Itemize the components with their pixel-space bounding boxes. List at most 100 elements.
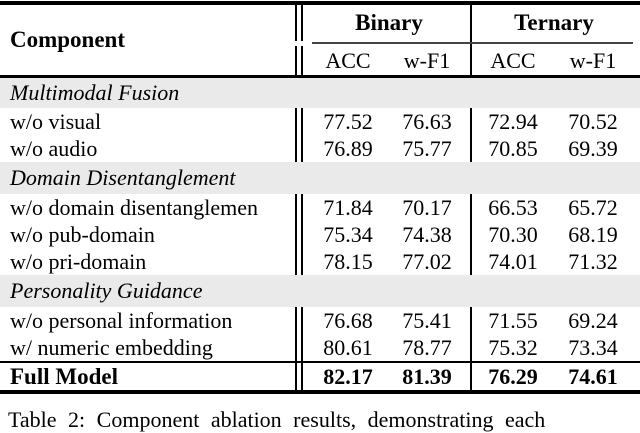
- table-row: w/o pub-domain 75.34 74.38 70.30 68.19: [0, 221, 640, 248]
- section-title: Personality Guidance: [10, 278, 203, 303]
- double-rule-separator: [294, 248, 310, 275]
- cell-binary-acc: 80.61: [323, 334, 373, 360]
- table-header: Component Binary Ternary ACC w-F1 ACC w-…: [0, 5, 640, 75]
- table-row: w/o domain disentanglemen 71.84 70.17 66…: [0, 194, 640, 221]
- double-rule-separator: [294, 221, 310, 248]
- double-rule-separator: [294, 108, 310, 135]
- cell-binary-acc: 75.34: [323, 221, 373, 247]
- double-rule-separator: [294, 46, 310, 75]
- single-vertical-rule: [470, 135, 472, 162]
- cell-binary-acc: 82.17: [323, 363, 373, 389]
- double-rule-separator: [294, 307, 310, 334]
- single-vertical-rule: [470, 194, 472, 221]
- column-header-ternary-wf1: w-F1: [569, 47, 617, 73]
- double-rule-separator: [294, 334, 310, 361]
- section-header-personality-guidance: Personality Guidance: [0, 275, 640, 307]
- column-header-ternary-acc: ACC: [490, 47, 536, 73]
- single-rule-separator: [468, 363, 474, 390]
- single-rule-separator: [468, 221, 474, 248]
- double-vertical-rule: [295, 194, 303, 221]
- cell-ternary-wf1: 65.72: [568, 194, 618, 220]
- cell-ternary-wf1: 74.61: [568, 363, 618, 389]
- footer-top-rule: [0, 361, 640, 363]
- cell-ternary-acc: 66.53: [488, 194, 538, 220]
- cell-ternary-acc: 70.30: [488, 221, 538, 247]
- table-caption: Table 2: Component ablation results, dem…: [8, 407, 546, 432]
- cell-ternary-wf1: 69.24: [568, 307, 618, 333]
- header-cmidrule: [312, 42, 633, 44]
- table-row: w/o personal information 76.68 75.41 71.…: [0, 307, 640, 334]
- cell-ternary-wf1: 70.52: [568, 108, 618, 134]
- single-rule-separator: [468, 334, 474, 361]
- double-vertical-rule: [295, 5, 303, 41]
- row-label: w/o personal information: [10, 307, 233, 333]
- single-vertical-rule: [470, 363, 472, 390]
- row-label: w/ numeric embedding: [10, 334, 213, 360]
- single-vertical-rule: [470, 221, 472, 248]
- single-rule-separator: [468, 5, 474, 75]
- cell-binary-wf1: 70.17: [402, 194, 452, 220]
- section-header-multimodal-fusion: Multimodal Fusion: [0, 78, 640, 108]
- table-bottom-rule: [0, 390, 640, 394]
- single-vertical-rule: [470, 307, 472, 334]
- double-rule-separator: [294, 194, 310, 221]
- double-vertical-rule: [295, 46, 303, 75]
- column-header-binary-wf1: w-F1: [403, 47, 451, 73]
- cell-binary-acc: 77.52: [323, 108, 373, 134]
- row-label: w/o visual: [10, 108, 102, 134]
- column-group-binary: Binary: [355, 10, 423, 35]
- column-group-ternary: Ternary: [514, 10, 594, 35]
- section-title: Multimodal Fusion: [10, 80, 180, 105]
- row-label: w/o audio: [10, 135, 98, 161]
- cell-ternary-acc: 72.94: [488, 108, 538, 134]
- row-label: Full Model: [10, 363, 118, 389]
- single-rule-separator: [468, 108, 474, 135]
- row-label: w/o pri-domain: [10, 248, 147, 274]
- table-top-rule: [0, 1, 640, 5]
- cell-ternary-acc: 75.32: [488, 334, 538, 360]
- table-row: w/o audio 76.89 75.77 70.85 69.39: [0, 135, 640, 162]
- header-bottom-rule: [0, 75, 640, 78]
- section-header-domain-disentanglement: Domain Disentanglement: [0, 162, 640, 194]
- single-rule-separator: [468, 307, 474, 334]
- row-label: w/o pub-domain: [10, 221, 155, 247]
- full-model-row: Full Model 82.17 81.39 76.29 74.61: [0, 363, 640, 390]
- cell-ternary-acc: 71.55: [488, 307, 538, 333]
- cell-binary-wf1: 77.02: [402, 248, 452, 274]
- double-vertical-rule: [295, 334, 303, 361]
- cell-binary-acc: 76.89: [323, 135, 373, 161]
- double-vertical-rule: [295, 221, 303, 248]
- single-rule-separator: [468, 194, 474, 221]
- double-vertical-rule: [295, 363, 303, 390]
- cell-ternary-wf1: 71.32: [568, 248, 618, 274]
- cell-ternary-acc: 76.29: [488, 363, 538, 389]
- double-rule-separator: [294, 5, 310, 41]
- single-vertical-rule: [470, 5, 472, 75]
- cell-ternary-wf1: 68.19: [568, 221, 618, 247]
- section-title: Domain Disentanglement: [10, 165, 236, 190]
- table-row: w/o pri-domain 78.15 77.02 74.01 71.32: [0, 248, 640, 275]
- cell-binary-wf1: 78.77: [402, 334, 452, 360]
- cell-binary-acc: 78.15: [323, 248, 373, 274]
- table-row: w/o visual 77.52 76.63 72.94 70.52: [0, 108, 640, 135]
- single-vertical-rule: [470, 334, 472, 361]
- cell-ternary-wf1: 69.39: [568, 135, 618, 161]
- cell-binary-acc: 71.84: [323, 194, 373, 220]
- double-vertical-rule: [295, 135, 303, 162]
- single-vertical-rule: [470, 108, 472, 135]
- double-vertical-rule: [295, 108, 303, 135]
- single-vertical-rule: [470, 248, 472, 275]
- single-rule-separator: [468, 248, 474, 275]
- cell-binary-wf1: 81.39: [402, 363, 452, 389]
- cell-binary-acc: 76.68: [323, 307, 373, 333]
- double-vertical-rule: [295, 248, 303, 275]
- cell-ternary-wf1: 73.34: [568, 334, 618, 360]
- row-label: w/o domain disentanglemen: [10, 194, 259, 220]
- double-vertical-rule: [295, 307, 303, 334]
- cell-ternary-acc: 74.01: [488, 248, 538, 274]
- cell-binary-wf1: 74.38: [402, 221, 452, 247]
- column-header-binary-acc: ACC: [325, 47, 371, 73]
- cell-ternary-acc: 70.85: [488, 135, 538, 161]
- double-rule-separator: [294, 363, 310, 390]
- cell-binary-wf1: 76.63: [402, 108, 452, 134]
